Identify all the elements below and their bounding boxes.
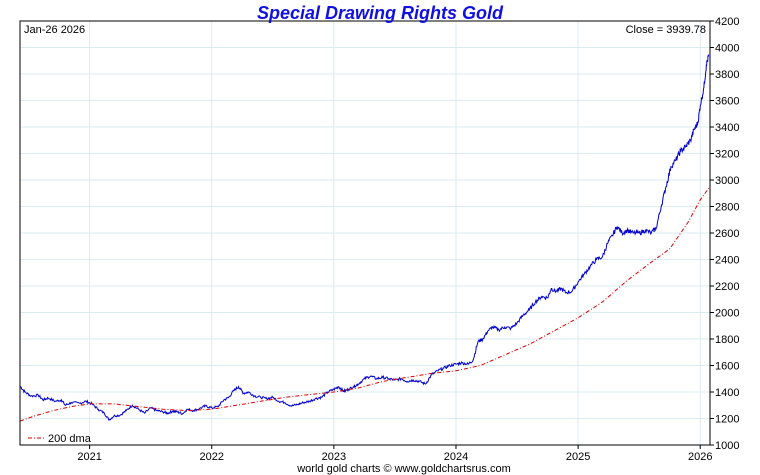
x-tick-label: 2024 <box>444 451 468 463</box>
chart-title: Special Drawing Rights Gold <box>257 3 504 23</box>
y-tick-label: 1800 <box>715 334 739 346</box>
y-tick-label: 2600 <box>715 228 739 240</box>
y-tick-label: 1000 <box>715 440 739 452</box>
y-tick-label: 2000 <box>715 308 739 320</box>
legend-dma-label: 200 dma <box>48 433 92 445</box>
y-tick-label: 3600 <box>715 96 739 108</box>
x-tick-label: 2023 <box>322 451 346 463</box>
y-tick-label: 3400 <box>715 122 739 134</box>
date-label: Jan-26 2026 <box>24 24 85 36</box>
y-tick-label: 4200 <box>715 16 739 28</box>
x-axis: 2021 2022 2023 2024 2025 2026 <box>77 445 712 463</box>
footer-credit: world gold charts © www.goldchartsrus.co… <box>296 463 511 475</box>
price-series-line <box>19 54 710 421</box>
x-tick-label: 2025 <box>566 451 590 463</box>
y-tick-label: 1200 <box>715 414 739 426</box>
y-tick-label: 4000 <box>715 43 739 55</box>
y-tick-label: 3800 <box>715 69 739 81</box>
y-tick-label: 3200 <box>715 149 739 161</box>
y-tick-label: 2200 <box>715 281 739 293</box>
x-tick-label: 2021 <box>77 451 101 463</box>
dma-series-line <box>19 187 710 422</box>
close-label: Close = 3939.78 <box>626 24 706 36</box>
y-tick-label: 2400 <box>715 255 739 267</box>
y-axis: 1000 1200 1400 1600 1800 2000 2200 2400 2600 2800… <box>710 16 739 452</box>
chart-grid <box>20 20 710 446</box>
x-tick-label: 2026 <box>688 451 712 463</box>
series-layer <box>19 54 710 422</box>
y-tick-label: 3000 <box>715 175 739 187</box>
y-tick-label: 2800 <box>715 202 739 214</box>
y-tick-label: 1600 <box>715 361 739 373</box>
y-tick-label: 1400 <box>715 387 739 399</box>
x-tick-label: 2022 <box>199 451 223 463</box>
